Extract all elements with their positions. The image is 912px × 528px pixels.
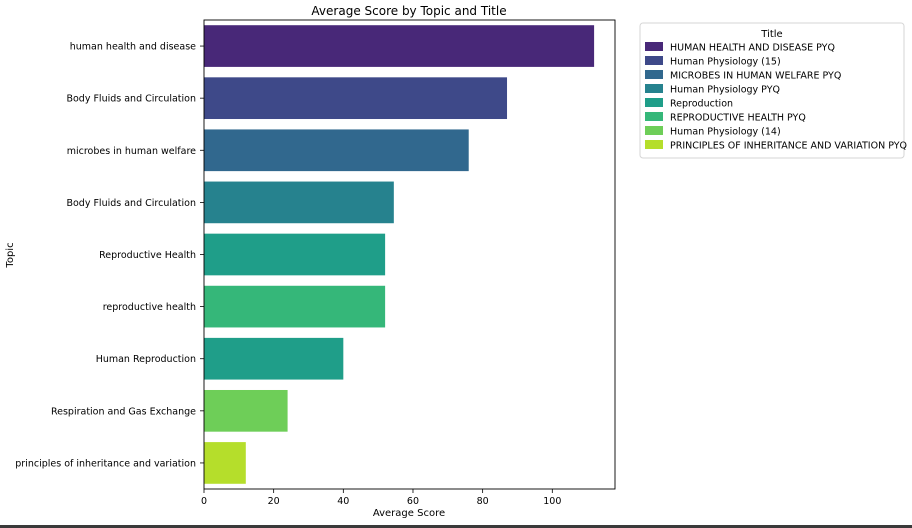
bar (204, 285, 386, 328)
y-tick-label: Reproductive Health (99, 250, 196, 261)
x-tick-label: 100 (543, 496, 561, 507)
legend-box (639, 22, 905, 159)
legend-items: HUMAN HEALTH AND DISEASE PYQ Human Physio… (645, 42, 907, 152)
legend-swatch (645, 126, 663, 135)
y-axis-label: Topic (5, 242, 16, 268)
window-bottom-border (0, 525, 912, 528)
legend-swatch (645, 98, 663, 107)
legend-label: Human Physiology PYQ (670, 85, 780, 96)
legend-swatch (645, 56, 663, 65)
y-tick-label: principles of inheritance and variation (15, 458, 196, 469)
bars-group (204, 25, 595, 484)
bar (204, 389, 288, 432)
y-tick-label: microbes in human welfare (67, 146, 196, 157)
x-tick-label: 40 (337, 496, 349, 507)
y-tick-label: Respiration and Gas Exchange (51, 406, 196, 417)
x-tick-label: 0 (201, 496, 207, 507)
legend-label: HUMAN HEALTH AND DISEASE PYQ (670, 43, 835, 54)
chart-title: Average Score by Topic and Title (311, 4, 506, 18)
y-tick-label: Body Fluids and Circulation (66, 198, 196, 209)
y-tick-label: reproductive health (103, 302, 196, 313)
legend-swatch (645, 112, 663, 121)
legend-swatch (645, 42, 663, 51)
bar (204, 337, 344, 380)
legend-swatch (645, 84, 663, 93)
y-tick-label: Body Fluids and Circulation (66, 94, 196, 105)
x-tick-label: 20 (268, 496, 280, 507)
legend-label: Human Physiology (14) (670, 127, 781, 138)
legend-swatch (645, 140, 663, 149)
bar (204, 77, 508, 120)
legend-label: MICROBES IN HUMAN WELFARE PYQ (670, 71, 841, 82)
legend: Title HUMAN HEALTH AND DISEASE PYQ Human … (639, 22, 907, 159)
legend-label: PRINCIPLES OF INHERITANCE AND VARIATION … (670, 141, 907, 152)
x-axis-label: Average Score (373, 508, 445, 519)
y-tick-label: Human Reproduction (96, 354, 196, 365)
legend-title: Title (760, 29, 782, 40)
y-axis-ticks: human health and disease Body Fluids and … (15, 42, 204, 469)
bar (204, 129, 469, 172)
legend-swatch (645, 70, 663, 79)
legend-label: REPRODUCTIVE HEALTH PYQ (670, 113, 806, 124)
legend-label: Human Physiology (15) (670, 57, 781, 68)
x-tick-label: 60 (407, 496, 419, 507)
x-tick-label: 80 (477, 496, 489, 507)
y-tick-label: human health and disease (70, 42, 196, 53)
legend-label: Reproduction (670, 99, 733, 110)
bar (204, 442, 246, 484)
bar (204, 233, 386, 276)
bar (204, 25, 595, 67)
bar (204, 181, 394, 224)
x-axis-ticks: 0 20 40 60 80 100 (201, 489, 561, 507)
